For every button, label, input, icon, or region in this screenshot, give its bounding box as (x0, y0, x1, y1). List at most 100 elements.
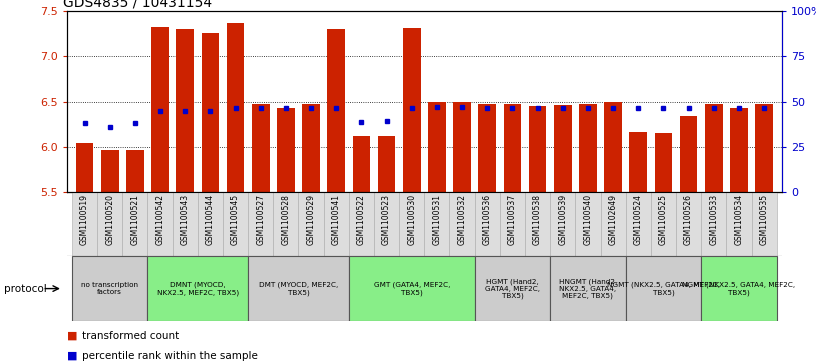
Bar (403, 28, 420, 192)
Text: GSM1100521: GSM1100521 (131, 194, 140, 245)
Text: GSM1100530: GSM1100530 (407, 194, 416, 245)
Text: GSM1100544: GSM1100544 (206, 194, 215, 245)
Text: GSM1100537: GSM1100537 (508, 194, 517, 245)
Text: GSM1100532: GSM1100532 (458, 194, 467, 245)
Bar (353, 136, 370, 192)
Text: GMT (GATA4, MEF2C,
TBX5): GMT (GATA4, MEF2C, TBX5) (374, 282, 450, 295)
Bar (197, 192, 223, 256)
Text: protocol: protocol (4, 284, 47, 294)
Text: GSM1100545: GSM1100545 (231, 194, 240, 245)
Bar (500, 192, 525, 256)
Text: GSM1100540: GSM1100540 (583, 194, 592, 245)
Text: GSM1100522: GSM1100522 (357, 194, 366, 245)
Bar (378, 136, 396, 192)
Text: no transcription
factors: no transcription factors (82, 282, 138, 295)
Bar (605, 102, 622, 192)
Bar (424, 192, 450, 256)
Bar (654, 133, 672, 192)
Text: GSM1100533: GSM1100533 (709, 194, 718, 245)
Text: GSM1102649: GSM1102649 (609, 194, 618, 245)
Text: GSM1100524: GSM1100524 (634, 194, 643, 245)
Bar (374, 192, 399, 256)
Bar (756, 105, 773, 192)
Text: GSM1100523: GSM1100523 (382, 194, 391, 245)
Text: GSM1100520: GSM1100520 (105, 194, 114, 245)
Bar (277, 108, 295, 192)
Text: GSM1100525: GSM1100525 (659, 194, 668, 245)
Bar (202, 33, 220, 192)
Text: NGMT (NKX2.5, GATA4, MEF2C,
TBX5): NGMT (NKX2.5, GATA4, MEF2C, TBX5) (682, 282, 796, 295)
Bar (554, 105, 571, 192)
Text: GSM1100531: GSM1100531 (432, 194, 441, 245)
Bar (348, 192, 374, 256)
Bar (651, 192, 676, 256)
Text: GSM1100542: GSM1100542 (156, 194, 165, 245)
Bar (302, 105, 320, 192)
Bar (248, 256, 348, 321)
Bar (701, 192, 726, 256)
Bar (629, 132, 647, 192)
Bar (227, 23, 244, 192)
Bar (529, 106, 547, 192)
Bar (399, 192, 424, 256)
Bar (525, 192, 550, 256)
Text: DMNT (MYOCD,
NKX2.5, MEF2C, TBX5): DMNT (MYOCD, NKX2.5, MEF2C, TBX5) (157, 282, 239, 295)
Text: ■: ■ (67, 351, 78, 361)
Text: GSM1100535: GSM1100535 (760, 194, 769, 245)
Bar (550, 256, 626, 321)
Bar (428, 102, 446, 192)
Bar (252, 105, 269, 192)
Bar (97, 192, 122, 256)
Text: GSM1100527: GSM1100527 (256, 194, 265, 245)
Bar (626, 192, 651, 256)
Bar (148, 192, 173, 256)
Bar (76, 143, 93, 192)
Bar (273, 192, 299, 256)
Bar (126, 150, 144, 192)
Text: GSM1100534: GSM1100534 (734, 194, 743, 245)
Bar (626, 256, 701, 321)
Text: transformed count: transformed count (82, 331, 179, 341)
Bar (223, 192, 248, 256)
Text: GSM1100536: GSM1100536 (483, 194, 492, 245)
Text: ■: ■ (67, 331, 78, 341)
Bar (101, 150, 118, 192)
Text: GSM1100538: GSM1100538 (533, 194, 542, 245)
Text: GSM1100541: GSM1100541 (332, 194, 341, 245)
Bar (601, 192, 626, 256)
Bar (324, 192, 348, 256)
Bar (579, 105, 596, 192)
Bar (173, 192, 197, 256)
Bar (348, 256, 475, 321)
Bar (475, 256, 550, 321)
Bar (453, 102, 471, 192)
Text: HNGMT (Hand2,
NKX2.5, GATA4,
MEF2C, TBX5): HNGMT (Hand2, NKX2.5, GATA4, MEF2C, TBX5… (559, 278, 617, 299)
Text: GSM1100526: GSM1100526 (684, 194, 693, 245)
Bar (72, 192, 97, 256)
Bar (151, 27, 169, 192)
Bar (676, 192, 701, 256)
Text: percentile rank within the sample: percentile rank within the sample (82, 351, 258, 361)
Bar (752, 192, 777, 256)
Bar (680, 116, 698, 192)
Text: GDS4835 / 10431154: GDS4835 / 10431154 (64, 0, 212, 10)
Text: GSM1100529: GSM1100529 (307, 194, 316, 245)
Text: GSM1100539: GSM1100539 (558, 194, 567, 245)
Bar (730, 108, 747, 192)
Bar (327, 29, 345, 192)
Bar (705, 105, 723, 192)
Bar (475, 192, 500, 256)
Text: GSM1100543: GSM1100543 (180, 194, 189, 245)
Bar (299, 192, 324, 256)
Bar (701, 256, 777, 321)
Bar (148, 256, 248, 321)
Text: GSM1100519: GSM1100519 (80, 194, 89, 245)
Bar (550, 192, 575, 256)
Bar (503, 105, 521, 192)
Bar (726, 192, 752, 256)
Bar (248, 192, 273, 256)
Bar (478, 105, 496, 192)
Bar (575, 192, 601, 256)
Bar (72, 256, 148, 321)
Bar (450, 192, 475, 256)
